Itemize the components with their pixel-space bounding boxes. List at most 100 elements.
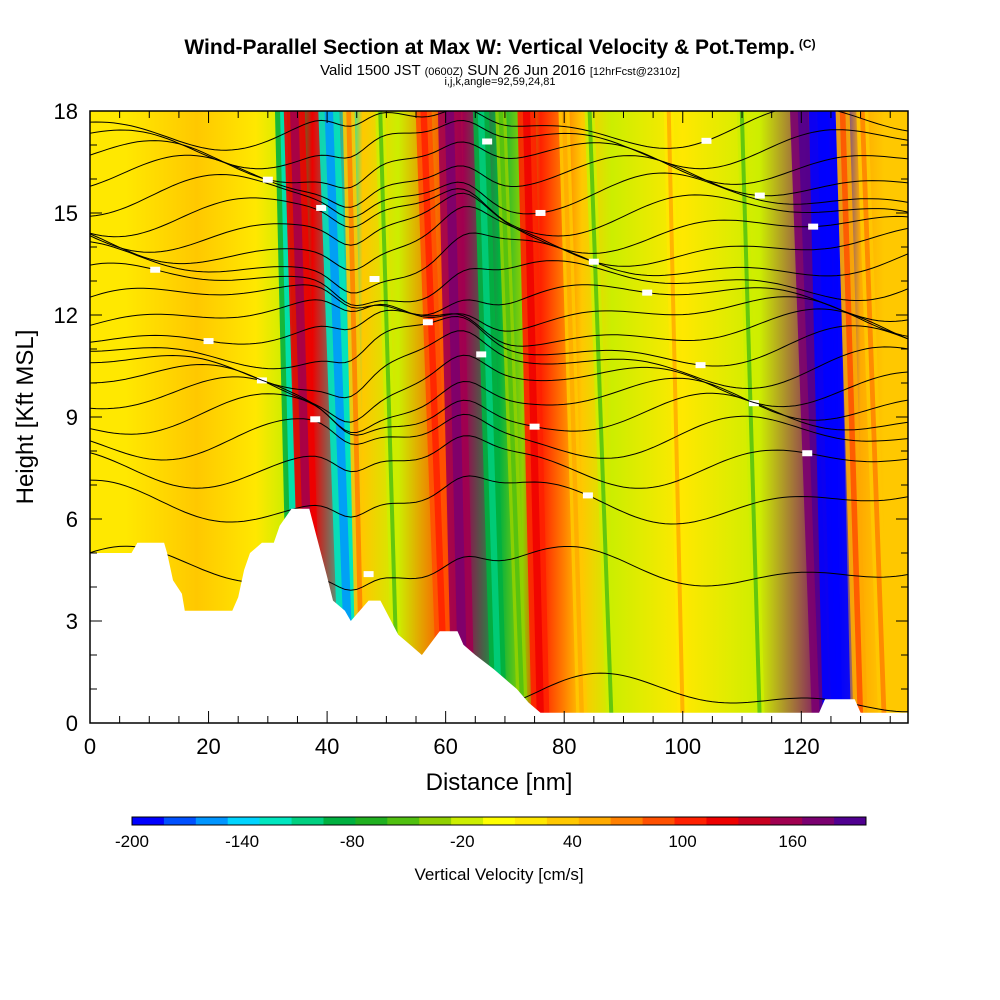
colorbar-swatch xyxy=(419,817,452,825)
colorbar-swatch xyxy=(738,817,771,825)
terrain xyxy=(90,508,908,723)
colorbar-swatch xyxy=(387,817,420,825)
isentrope-label-bg xyxy=(422,319,433,326)
colorbar-swatch xyxy=(195,817,229,825)
colorbar-tick-label: -140 xyxy=(225,832,259,851)
y-tick-label: 3 xyxy=(66,609,78,634)
colorbar-swatch xyxy=(578,817,612,825)
title-text: Wind-Parallel Section at Max W: Vertical… xyxy=(184,36,795,59)
y-tick-label: 0 xyxy=(66,711,78,736)
isentrope-line xyxy=(90,284,908,323)
isentrope-label-bg xyxy=(695,362,706,369)
isentrope-line xyxy=(90,330,908,399)
colorbar-swatch xyxy=(259,817,293,825)
isentrope-label-bg xyxy=(754,192,765,199)
colorbar-swatch xyxy=(163,817,197,825)
colorbar-swatch xyxy=(546,817,580,825)
isentrope-line xyxy=(90,315,908,370)
colorbar-tick-label: 40 xyxy=(563,832,582,851)
isentrope-label-bg xyxy=(582,492,593,499)
isentrope-line xyxy=(90,192,908,254)
x-tick-label: 20 xyxy=(196,734,220,759)
velocity-core xyxy=(817,111,843,723)
colorbar-swatch xyxy=(770,817,803,825)
isentrope-label-bg xyxy=(642,289,653,296)
valid-date: SUN 26 Jun 2016 xyxy=(467,62,586,79)
x-tick-label: 100 xyxy=(664,734,701,759)
x-axis-label: Distance [nm] xyxy=(426,769,573,796)
isentrope-line xyxy=(90,392,908,436)
x-tick-label: 60 xyxy=(433,734,457,759)
colorbar-label: Vertical Velocity [cm/s] xyxy=(414,865,583,884)
x-axis: 0 20 40 60 80 100 120 xyxy=(84,111,891,759)
grid-indices: i,j,k,angle=92,59,24,81 xyxy=(444,76,556,88)
colorbar-swatch xyxy=(323,817,356,825)
valid-time-line: Valid 1500 JST (0600Z) SUN 26 Jun 2016 [… xyxy=(0,62,1000,79)
colorbar-tick-label: -20 xyxy=(450,832,475,851)
isentrope-line xyxy=(90,475,908,525)
isentrope-line xyxy=(90,188,908,238)
velocity-core xyxy=(498,111,525,723)
colorbar-swatch xyxy=(802,817,835,825)
isentrope-label-bg xyxy=(476,351,487,358)
terrain-mask xyxy=(90,508,908,723)
x-tick-label: 120 xyxy=(783,734,820,759)
velocity-core xyxy=(739,111,762,723)
y-axis: 0 3 6 9 12 15 18 xyxy=(54,99,908,736)
isentrope-line xyxy=(90,119,908,170)
isentrope-line xyxy=(90,172,908,219)
isentrope-label-bg xyxy=(808,223,819,230)
colorbar-swatch xyxy=(483,817,516,825)
colorbar-swatch xyxy=(642,817,676,825)
colorbar-swatch xyxy=(451,817,484,825)
colorbar-swatch xyxy=(834,817,867,825)
velocity-core xyxy=(420,111,449,723)
isentrope-line xyxy=(90,308,908,347)
forecast-tag: [12hrFcst@2310z] xyxy=(589,66,680,78)
isentrope-label-bg xyxy=(363,571,374,578)
isentrope-label-bg xyxy=(150,266,161,273)
velocity-core xyxy=(839,111,864,723)
isentrope-line xyxy=(90,354,908,423)
colorbar-frame xyxy=(131,816,867,826)
isentrope-label-bg xyxy=(535,209,546,216)
velocity-core xyxy=(324,111,356,723)
velocity-core xyxy=(477,111,503,723)
isentrope-label-bg xyxy=(701,137,712,144)
y-tick-label: 15 xyxy=(54,201,78,226)
chart-title: Wind-Parallel Section at Max W: Vertical… xyxy=(0,36,1000,60)
y-tick-label: 12 xyxy=(54,303,78,328)
valid-prefix: Valid 1500 JST xyxy=(320,62,421,79)
x-tick-label: 80 xyxy=(552,734,576,759)
isentrope-line xyxy=(90,545,908,591)
colorbar-tick-label: -200 xyxy=(115,832,149,851)
velocity-core xyxy=(561,111,585,723)
velocity-core xyxy=(859,111,887,723)
y-tick-label: 6 xyxy=(66,507,78,532)
isentrope-line xyxy=(90,232,908,294)
velocity-core xyxy=(444,111,469,723)
y-tick-label: 9 xyxy=(66,405,78,430)
velocity-core xyxy=(666,111,685,723)
isentrope-label-bg xyxy=(316,204,327,211)
colorbar: -200 -140 -80 -20 40 100 160 xyxy=(115,816,867,851)
isentrope-label-bg xyxy=(802,450,813,457)
isentrope-label-bg xyxy=(482,138,493,145)
copyright-mark: (C) xyxy=(798,37,816,51)
velocity-core xyxy=(378,111,401,723)
colorbar-tick-label: 160 xyxy=(778,832,806,851)
colorbar-tick-label: -80 xyxy=(340,832,365,851)
isentrope-line xyxy=(90,376,908,433)
x-tick-label: 40 xyxy=(315,734,339,759)
isentrope-line xyxy=(90,413,908,461)
isentrope-label-bg xyxy=(203,338,214,345)
isentrope-line xyxy=(90,260,908,307)
isentrope-line xyxy=(90,296,908,337)
colorbar-swatch xyxy=(227,817,261,825)
isentrope-label-bg xyxy=(588,258,599,265)
colorbar-swatch xyxy=(514,817,548,825)
colorbar-tick-label: 100 xyxy=(668,832,696,851)
isentrope-contours xyxy=(90,111,908,714)
